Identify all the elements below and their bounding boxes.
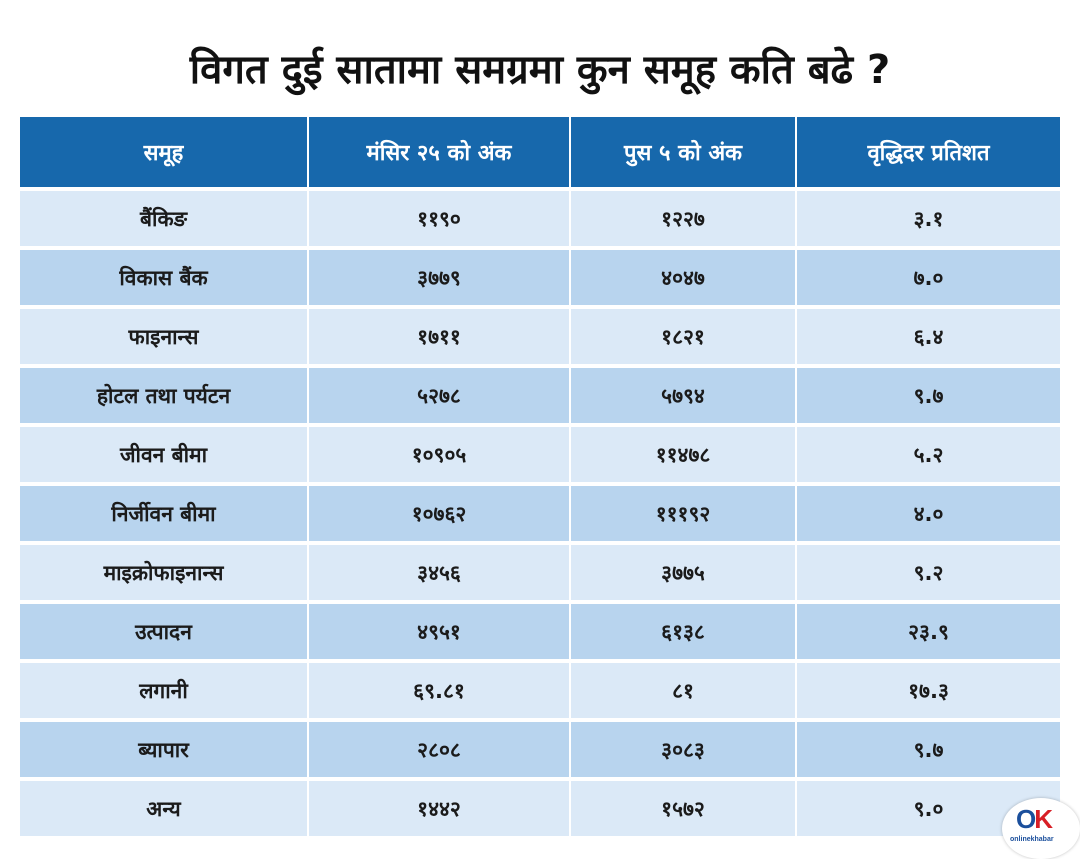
cell-push: ५७९४: [570, 364, 797, 425]
cell-mangsir: १७११: [308, 305, 571, 366]
cell-growth: १७.३: [796, 659, 1060, 720]
cell-group: माइक्रोफाइनान्स: [20, 541, 309, 602]
cell-growth: ४.०: [796, 482, 1060, 543]
cell-group: लगानी: [20, 659, 309, 720]
cell-mangsir: ५२७८: [308, 364, 571, 425]
cell-growth: ३.१: [796, 187, 1060, 248]
cell-group: निर्जीवन बीमा: [20, 482, 309, 543]
table-row: जीवन बीमा १०९०५ ११४७८ ५.२: [20, 423, 1060, 484]
cell-mangsir: १०९०५: [308, 423, 571, 484]
cell-mangsir: १४४२: [308, 777, 571, 836]
cell-push: १८२१: [570, 305, 797, 366]
cell-growth: ५.२: [796, 423, 1060, 484]
table-row: लगानी ६९.८१ ८१ १७.३: [20, 659, 1060, 720]
cell-group: फाइनान्स: [20, 305, 309, 366]
onlinekhabar-logo: OK onlinekhabar: [1002, 798, 1080, 859]
cell-growth: ६.४: [796, 305, 1060, 366]
cell-push: ८१: [570, 659, 797, 720]
table-row: माइक्रोफाइनान्स ३४५६ ३७७५ ९.२: [20, 541, 1060, 602]
table-header-row: समूह मंसिर २५ को अंक पुस ५ को अंक वृद्धि…: [20, 117, 1060, 189]
cell-mangsir: ११९०: [308, 187, 571, 248]
header-growth-percent: वृद्धिदर प्रतिशत: [796, 117, 1060, 189]
cell-group: होटल तथा पर्यटन: [20, 364, 309, 425]
cell-push: ६१३८: [570, 600, 797, 661]
cell-growth: ९.२: [796, 541, 1060, 602]
table-row: फाइनान्स १७११ १८२१ ६.४: [20, 305, 1060, 366]
cell-group: उत्पादन: [20, 600, 309, 661]
growth-table: समूह मंसिर २५ को अंक पुस ५ को अंक वृद्धि…: [20, 117, 1060, 836]
cell-mangsir: ६९.८१: [308, 659, 571, 720]
header-group: समूह: [20, 117, 309, 189]
cell-push: १११९२: [570, 482, 797, 543]
logo-wordmark: onlinekhabar: [1010, 836, 1054, 843]
cell-group: बैंकिङ: [20, 187, 309, 248]
cell-push: ४०४७: [570, 246, 797, 307]
cell-group: जीवन बीमा: [20, 423, 309, 484]
cell-mangsir: १०७६२: [308, 482, 571, 543]
cell-push: १२२७: [570, 187, 797, 248]
cell-growth: ९.७: [796, 718, 1060, 779]
cell-growth: ९.७: [796, 364, 1060, 425]
ok-logo-mark: OK: [1016, 804, 1053, 834]
table-row: विकास बैंक ३७७९ ४०४७ ७.०: [20, 246, 1060, 307]
page-title: विगत दुई सातामा समग्रमा कुन समूह कति बढे…: [189, 47, 891, 93]
table-row: अन्य १४४२ १५७२ ९.०: [20, 777, 1060, 836]
cell-growth: २३.९: [796, 600, 1060, 661]
cell-group: ब्यापार: [20, 718, 309, 779]
cell-group: अन्य: [20, 777, 309, 836]
cell-push: ३०८३: [570, 718, 797, 779]
cell-group: विकास बैंक: [20, 246, 309, 307]
cell-growth: ७.०: [796, 246, 1060, 307]
table-row: उत्पादन ४९५१ ६१३८ २३.९: [20, 600, 1060, 661]
cell-mangsir: ३४५६: [308, 541, 571, 602]
header-push-index: पुस ५ को अंक: [570, 117, 797, 189]
header-mangsir-index: मंसिर २५ को अंक: [308, 117, 571, 189]
table-row: निर्जीवन बीमा १०७६२ १११९२ ४.०: [20, 482, 1060, 543]
cell-push: ३७७५: [570, 541, 797, 602]
cell-push: ११४७८: [570, 423, 797, 484]
cell-push: १५७२: [570, 777, 797, 836]
cell-mangsir: ३७७९: [308, 246, 571, 307]
table-row: होटल तथा पर्यटन ५२७८ ५७९४ ९.७: [20, 364, 1060, 425]
table-row: बैंकिङ ११९० १२२७ ३.१: [20, 187, 1060, 248]
cell-mangsir: ४९५१: [308, 600, 571, 661]
cell-mangsir: २८०८: [308, 718, 571, 779]
table-row: ब्यापार २८०८ ३०८३ ९.७: [20, 718, 1060, 779]
